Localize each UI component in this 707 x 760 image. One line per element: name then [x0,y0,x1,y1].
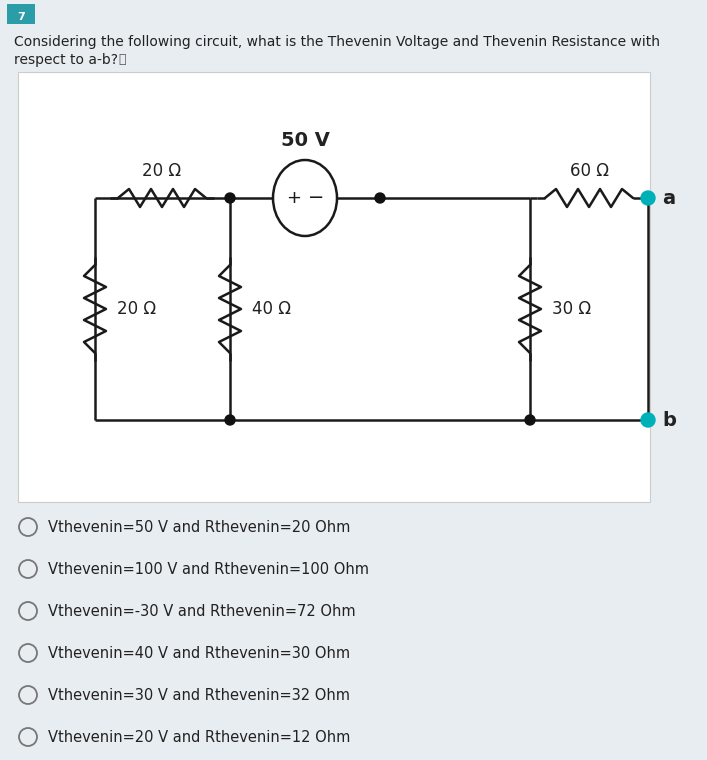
Text: +: + [286,189,301,207]
Text: 40 Ω: 40 Ω [252,300,291,318]
Text: a: a [662,188,675,207]
Text: Vthevenin=20 V and Rthevenin=12 Ohm: Vthevenin=20 V and Rthevenin=12 Ohm [48,730,351,745]
Text: Vthevenin=40 V and Rthevenin=30 Ohm: Vthevenin=40 V and Rthevenin=30 Ohm [48,645,350,660]
Text: 7: 7 [17,12,25,22]
Circle shape [525,415,535,425]
FancyBboxPatch shape [7,4,35,24]
Circle shape [641,413,655,427]
Text: 60 Ω: 60 Ω [570,162,609,180]
Text: respect to a-b?: respect to a-b? [14,53,118,67]
Text: 20 Ω: 20 Ω [142,162,182,180]
Circle shape [225,415,235,425]
Circle shape [641,191,655,205]
Text: 50 V: 50 V [281,131,329,150]
Text: 30 Ω: 30 Ω [552,300,591,318]
Text: 📋: 📋 [118,53,126,66]
Text: Vthevenin=100 V and Rthevenin=100 Ohm: Vthevenin=100 V and Rthevenin=100 Ohm [48,562,369,577]
Text: Considering the following circuit, what is the Thevenin Voltage and Thevenin Res: Considering the following circuit, what … [14,35,660,49]
Text: −: − [308,188,325,207]
FancyBboxPatch shape [18,72,650,502]
Text: Vthevenin=-30 V and Rthevenin=72 Ohm: Vthevenin=-30 V and Rthevenin=72 Ohm [48,603,356,619]
Text: 20 Ω: 20 Ω [117,300,156,318]
Text: Vthevenin=50 V and Rthevenin=20 Ohm: Vthevenin=50 V and Rthevenin=20 Ohm [48,520,351,534]
Text: b: b [662,410,676,429]
Text: Vthevenin=30 V and Rthevenin=32 Ohm: Vthevenin=30 V and Rthevenin=32 Ohm [48,688,350,702]
Circle shape [375,193,385,203]
Circle shape [225,193,235,203]
